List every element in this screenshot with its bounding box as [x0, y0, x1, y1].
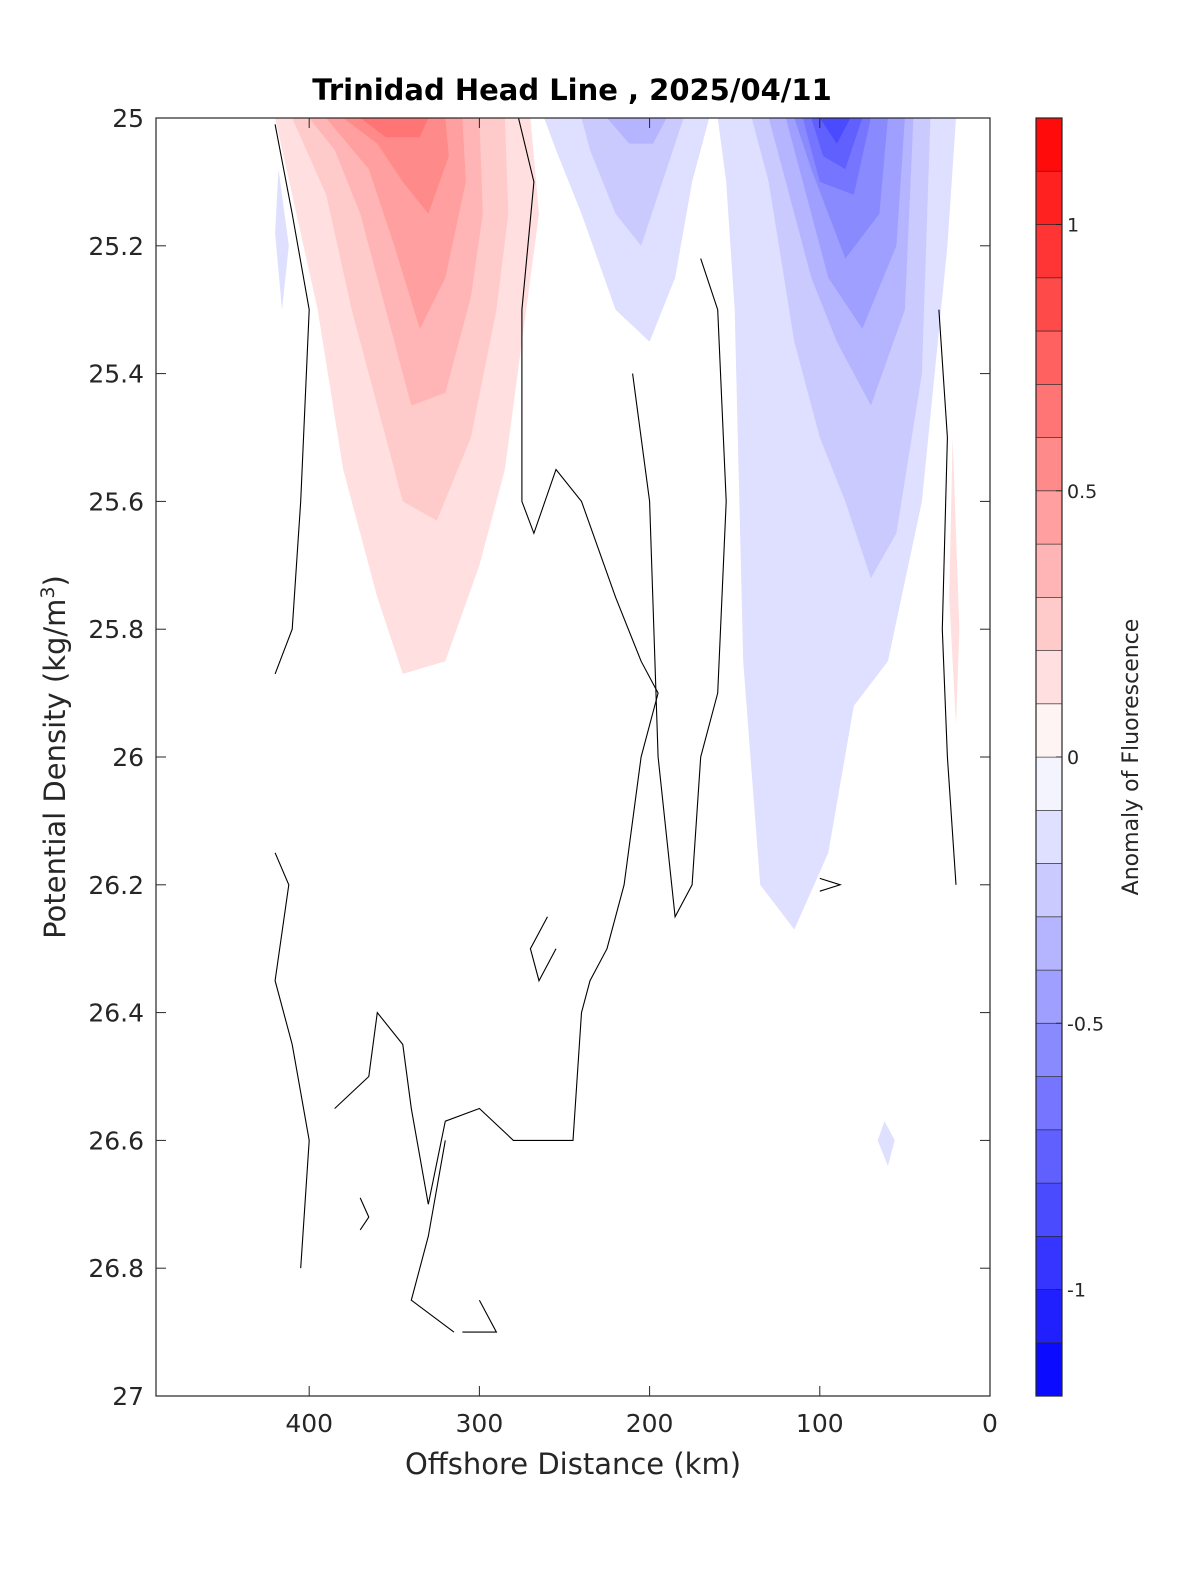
y-tick-label: 25.6	[88, 487, 144, 516]
colorbar	[1035, 117, 1063, 1397]
zero-contour-1	[334, 117, 659, 1205]
y-tick-label: 26	[112, 743, 144, 772]
colorbar-label: Anomaly of Fluorescence	[1119, 619, 1144, 896]
colorbar-segment	[1035, 809, 1063, 864]
y-axis-label-sup: 3	[37, 586, 59, 598]
colorbar-segment	[1035, 756, 1063, 811]
colorbar-segment	[1035, 969, 1063, 1024]
colorbar-segment	[1035, 1289, 1063, 1344]
x-tick-label: 200	[626, 1409, 674, 1438]
colorbar-segment	[1035, 650, 1063, 705]
colorbar-segment	[1035, 1342, 1063, 1397]
colorbar-segment	[1035, 1129, 1063, 1184]
y-tick-label: 25	[112, 104, 144, 133]
colorbar-segment	[1035, 1022, 1063, 1077]
colorbar-segment	[1035, 117, 1063, 172]
colorbar-tick-label: -0.5	[1067, 1013, 1104, 1035]
filled-region-9	[581, 118, 684, 246]
y-axis-label-end: )	[38, 575, 72, 586]
filled-region-8	[544, 118, 710, 342]
colorbar-tick-label: -1	[1067, 1280, 1086, 1302]
x-tick-label: 100	[796, 1409, 844, 1438]
colorbar-segment	[1035, 1236, 1063, 1290]
filled-region-4	[343, 118, 449, 214]
x-axis-label: Offshore Distance (km)	[405, 1447, 741, 1481]
y-tick-label: 26.4	[88, 999, 144, 1028]
colorbar-segment	[1035, 330, 1063, 385]
colorbar-segment	[1035, 916, 1063, 971]
zero-contour-4	[529, 916, 557, 983]
colorbar-segment	[1035, 1076, 1063, 1131]
chart-title: Trinidad Head Line , 2025/04/11	[312, 73, 832, 107]
y-tick-label: 25.2	[88, 232, 144, 261]
colorbar-tick-label: 0.5	[1067, 481, 1097, 503]
filled-region-6	[949, 437, 960, 725]
x-tick-label: 400	[285, 1409, 333, 1438]
filled-regions	[275, 118, 960, 1166]
y-tick-label: 27	[112, 1382, 144, 1411]
filled-region-18	[819, 118, 851, 144]
x-tick-label: 300	[456, 1409, 504, 1438]
colorbar-segment	[1035, 383, 1063, 438]
y-tick-label: 25.8	[88, 615, 144, 644]
zero-contour-9	[819, 877, 843, 892]
zero-contour-8	[462, 1299, 498, 1333]
colorbar-segment	[1035, 863, 1063, 918]
filled-region-19	[877, 1121, 895, 1166]
zero-contour-3	[274, 852, 310, 1269]
y-tick-label: 26.6	[88, 1126, 144, 1155]
zero-contour-5	[938, 309, 957, 885]
colorbar-tick-label: 0	[1067, 747, 1079, 769]
filled-region-10	[607, 118, 667, 144]
y-tick-label: 26.8	[88, 1254, 144, 1283]
colorbar-tick-label: 1	[1067, 215, 1079, 237]
y-tick-label: 26.2	[88, 871, 144, 900]
colorbar-segment	[1035, 437, 1063, 492]
filled-region-5	[360, 118, 429, 138]
y-tick-label: 25.4	[88, 360, 144, 389]
colorbar-segment	[1035, 224, 1063, 279]
colorbar-segment	[1035, 543, 1063, 598]
colorbar-segment	[1035, 596, 1063, 651]
y-axis-label: Potential Density (kg/m3)	[37, 575, 72, 939]
zero-contours	[274, 117, 957, 1333]
y-axis-ticks: 25 25.2 25.4 25.6 25.8 26 26.2 26.4 26.6 26.8 27	[88, 104, 990, 1411]
colorbar-segment	[1035, 490, 1063, 545]
zero-contour-6	[359, 1197, 370, 1231]
colorbar-segment	[1035, 277, 1063, 332]
zero-contour-0	[274, 124, 310, 675]
colorbar-ticks: 1 0.5 0 -0.5 -1	[1056, 215, 1104, 1302]
x-axis-ticks: 400 300 200 100 0	[285, 118, 998, 1438]
zero-contour-7	[410, 1140, 455, 1333]
zero-contour-2	[632, 258, 727, 919]
x-tick-label: 0	[982, 1409, 998, 1438]
colorbar-segment	[1035, 1182, 1063, 1237]
colorbar-segment	[1035, 170, 1063, 225]
y-axis-label-main: Potential Density (kg/m	[38, 599, 72, 939]
filled-region-7	[275, 169, 289, 310]
colorbar-segment	[1035, 703, 1063, 758]
